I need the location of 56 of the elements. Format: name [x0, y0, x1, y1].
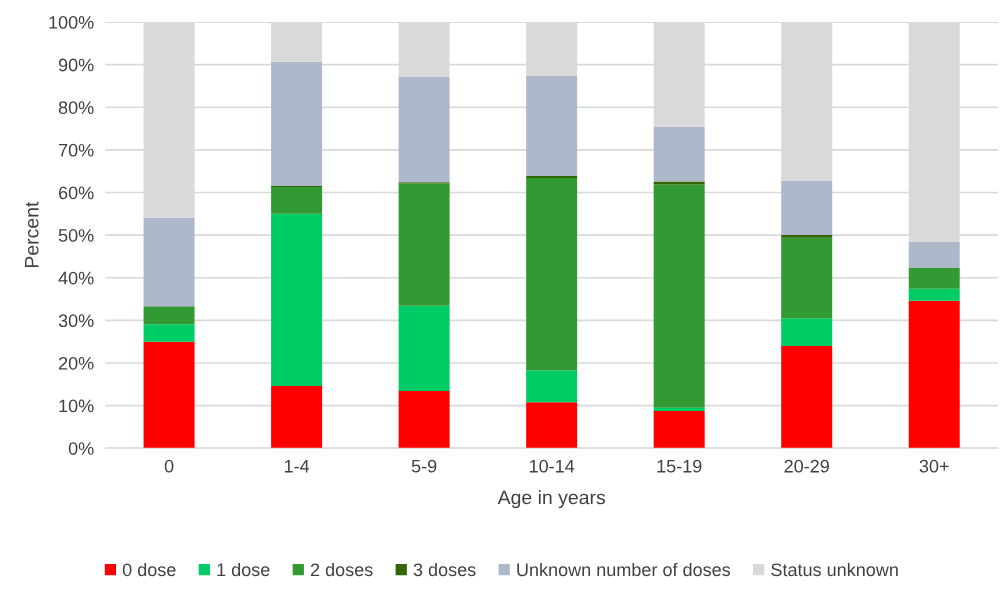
- bar: [653, 181, 705, 185]
- x-tick-label: 30+: [919, 459, 949, 473]
- bar: [781, 318, 833, 346]
- bar: [271, 385, 323, 449]
- bar: [781, 235, 833, 238]
- y-tick-label: 0%: [68, 442, 94, 455]
- x-tick-label: 10-14: [529, 459, 575, 473]
- bar: [526, 370, 578, 403]
- y-tick-label: 20%: [58, 356, 94, 370]
- x-tick-label: 20-29: [784, 459, 829, 473]
- legend-label: 3 doses: [413, 562, 476, 577]
- bar: [653, 126, 705, 182]
- bar: [398, 76, 450, 183]
- x-tick-label: 5-9: [411, 459, 437, 473]
- y-tick-label: 10%: [59, 399, 94, 413]
- x-tick-label: 1-4: [284, 459, 310, 473]
- legend-label: Unknown number of doses: [517, 562, 731, 577]
- bar: [143, 341, 195, 449]
- bar: [271, 186, 323, 214]
- legend-label: Status unknown: [771, 562, 898, 577]
- y-tick-label: 60%: [58, 186, 94, 200]
- y-tick-label: 80%: [58, 101, 94, 114]
- x-axis-title: Age in years: [497, 490, 605, 509]
- bar: [143, 306, 195, 325]
- bar: [271, 213, 323, 386]
- bar: [526, 175, 578, 179]
- bar: [271, 61, 323, 187]
- bar: [653, 184, 705, 408]
- bar: [143, 217, 195, 307]
- bar: [781, 180, 833, 236]
- bar: [908, 288, 960, 301]
- y-tick-label: 50%: [58, 229, 94, 242]
- y-tick-label: 70%: [58, 143, 94, 157]
- y-tick-label: 40%: [58, 271, 94, 285]
- bar: [526, 75, 578, 176]
- bar: [526, 402, 578, 449]
- legend-label: 1 dose: [217, 562, 270, 577]
- bar: [653, 411, 705, 449]
- bar: [908, 241, 960, 268]
- y-tick-label: 90%: [58, 58, 94, 72]
- bar: [398, 305, 450, 392]
- bar: [143, 324, 195, 342]
- bar: [908, 267, 960, 289]
- bar: [781, 345, 833, 449]
- legend-label: 0 dose: [122, 562, 176, 577]
- bar: [908, 300, 960, 449]
- bar: [398, 183, 450, 306]
- y-tick-label: 100%: [49, 15, 94, 29]
- y-tick-label: 30%: [58, 314, 94, 328]
- x-tick-label: 15-19: [657, 459, 702, 473]
- y-axis-title: Percent: [25, 201, 39, 268]
- bar: [398, 391, 450, 449]
- bar: [781, 237, 833, 319]
- x-tick-label: 0: [164, 459, 174, 473]
- legend-label: 2 doses: [310, 562, 373, 577]
- bar: [526, 178, 578, 371]
